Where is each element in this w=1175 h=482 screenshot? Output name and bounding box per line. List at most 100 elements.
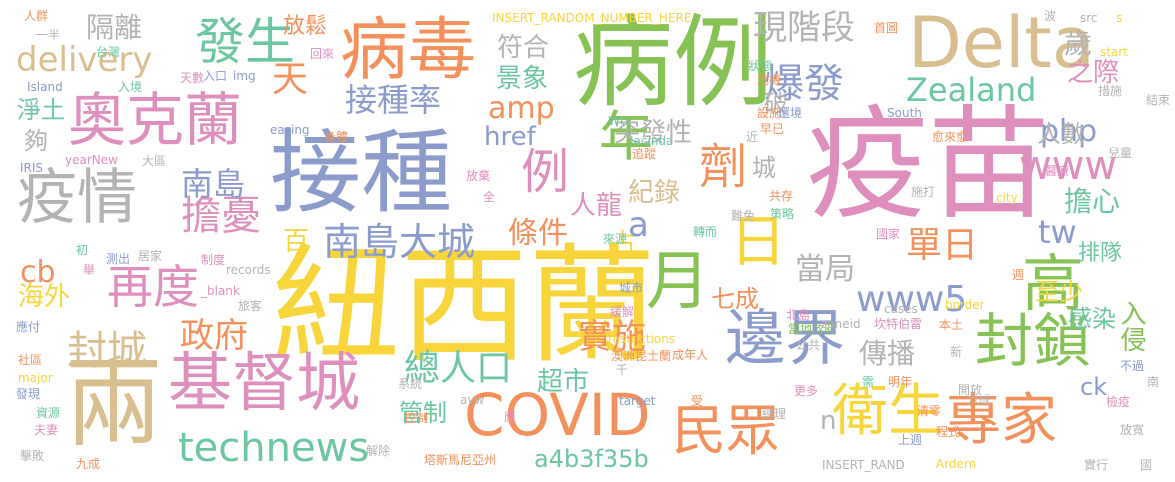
cloud-word: 七成 (711, 285, 759, 313)
cloud-word: 夠 (24, 127, 48, 155)
cloud-word: 狀態 (748, 59, 773, 73)
cloud-word: INSERT_RAND (822, 458, 905, 472)
cloud-word: IRIS (20, 161, 44, 175)
cloud-word: 入口 (203, 69, 228, 83)
cloud-word: 專家 (945, 388, 1057, 453)
cloud-word: zoneid (821, 317, 861, 331)
cloud-word: 檢疫 (1106, 395, 1131, 409)
cloud-word: 明年 (888, 375, 913, 389)
cloud-word: 應 (504, 410, 517, 424)
cloud-word: 舉 (83, 263, 96, 277)
cloud-word: 控制 (404, 411, 429, 425)
cloud-word: 程式 (936, 425, 961, 439)
cloud-word: 策略 (770, 207, 795, 221)
cloud-word: 人數 (1037, 120, 1085, 148)
cloud-word: 回來 (310, 47, 335, 61)
cloud-word: technews (178, 425, 370, 471)
cloud-word: 歲 (1064, 27, 1093, 60)
cloud-word: amp (488, 91, 555, 126)
cloud-word: 入侵 (1116, 300, 1146, 352)
cloud-word: 放棄 (466, 169, 491, 183)
cloud-word: delivery (16, 40, 153, 80)
cloud-word: 六成 (967, 393, 992, 407)
cloud-word: 擔憂 (181, 193, 261, 239)
cloud-word: 民眾 (672, 399, 780, 462)
cloud-word: 城市 (619, 281, 644, 295)
cloud-word: 初 (76, 243, 89, 257)
cloud-word: 紐西蘭 (272, 232, 657, 381)
cloud-word: 愈來愈 (932, 130, 969, 144)
cloud-word: 身體 (324, 130, 349, 144)
cloud-word: 現階段 (753, 8, 855, 48)
cloud-word: 更多 (794, 384, 819, 398)
cloud-word: 條件 (508, 216, 568, 251)
cloud-word: Delta (908, 2, 1095, 84)
cloud-word: 需 (862, 375, 875, 389)
cloud-word: Jacinda (630, 134, 674, 148)
cloud-word: 劑 (699, 139, 748, 195)
cloud-word: 超市 (537, 367, 590, 397)
cloud-word: 上週 (898, 433, 923, 447)
cloud-word: 施打 (911, 185, 936, 199)
cloud-word: 開放 (958, 383, 983, 397)
cloud-word: 還境 (778, 106, 803, 120)
cloud-word: 接種率 (345, 81, 442, 119)
cloud-word: 突發性 (614, 118, 693, 148)
cloud-word: COVID (464, 381, 651, 449)
cloud-word: 轉而 (693, 225, 718, 239)
cloud-word: 天數 (180, 71, 205, 85)
cloud-word: 受 (691, 394, 704, 408)
cloud-word: 社區 (18, 353, 43, 367)
cloud-word: 旅客 (238, 299, 263, 313)
cloud-word: 景象 (496, 64, 549, 94)
cloud-word: 波 (1044, 9, 1057, 23)
cloud-word: 坎特伯雷 (874, 317, 923, 331)
cloud-word: 九成 (76, 457, 101, 471)
cloud-word: www (1019, 143, 1118, 189)
cloud-word: 例 (521, 144, 570, 200)
cloud-word: 國家 (876, 227, 901, 241)
cloud-word: major (18, 371, 53, 385)
cloud-word: 當局 (795, 252, 855, 287)
cloud-word: 台灣 (96, 45, 121, 59)
cloud-word: 不過 (1120, 359, 1145, 373)
cloud-word: 天 (272, 59, 309, 100)
cloud-word: border (945, 298, 985, 312)
cloud-word: INSERT_RANDOM_NUMBER_HERE (492, 11, 692, 25)
cloud-word: 塔斯馬尼亞州 (424, 453, 497, 467)
cloud-word: 資源 (36, 406, 61, 420)
cloud-word: records (226, 263, 271, 277)
cloud-word: 疫情 (17, 163, 137, 233)
cloud-word: 共存 (769, 189, 794, 203)
cloud-word: restrictions (608, 332, 676, 346)
cloud-word: 衛生 (832, 379, 944, 444)
cloud-word: Ardern (936, 457, 977, 471)
cloud-word: WU (608, 114, 629, 128)
cloud-word: 大區 (142, 154, 167, 168)
cloud-word: 國 (1140, 458, 1153, 472)
cloud-word: 總理 (762, 407, 787, 421)
cloud-word: 邊界 (725, 304, 845, 374)
cloud-word: target (619, 394, 656, 408)
cloud-word: 日 (730, 210, 786, 275)
cloud-word: src (1080, 11, 1098, 25)
cloud-word: 爆發 (764, 61, 844, 107)
cloud-word: 兒童 (1108, 146, 1133, 160)
cloud-word: 海外 (18, 282, 71, 312)
cloud-word: 難免 (731, 209, 756, 223)
cloud-word: 感染 (1068, 305, 1116, 333)
cloud-word: 放鬆 (283, 14, 328, 39)
cloud-word: 應付 (16, 320, 41, 334)
cloud-word: avw (460, 393, 485, 407)
cloud-word: 至少 (1035, 278, 1083, 306)
cloud-word: 擔心 (1064, 185, 1121, 218)
cloud-word: href (484, 122, 536, 152)
cloud-word: 居家 (138, 249, 163, 263)
cloud-word: 城 (752, 154, 776, 182)
cloud-word: s (1116, 11, 1123, 25)
cloud-word: 千 (616, 363, 629, 377)
cloud-word: 本土 (939, 318, 964, 332)
cloud-word: 澳洲昆士蘭 (611, 349, 672, 363)
cloud-word: start (1100, 45, 1128, 59)
